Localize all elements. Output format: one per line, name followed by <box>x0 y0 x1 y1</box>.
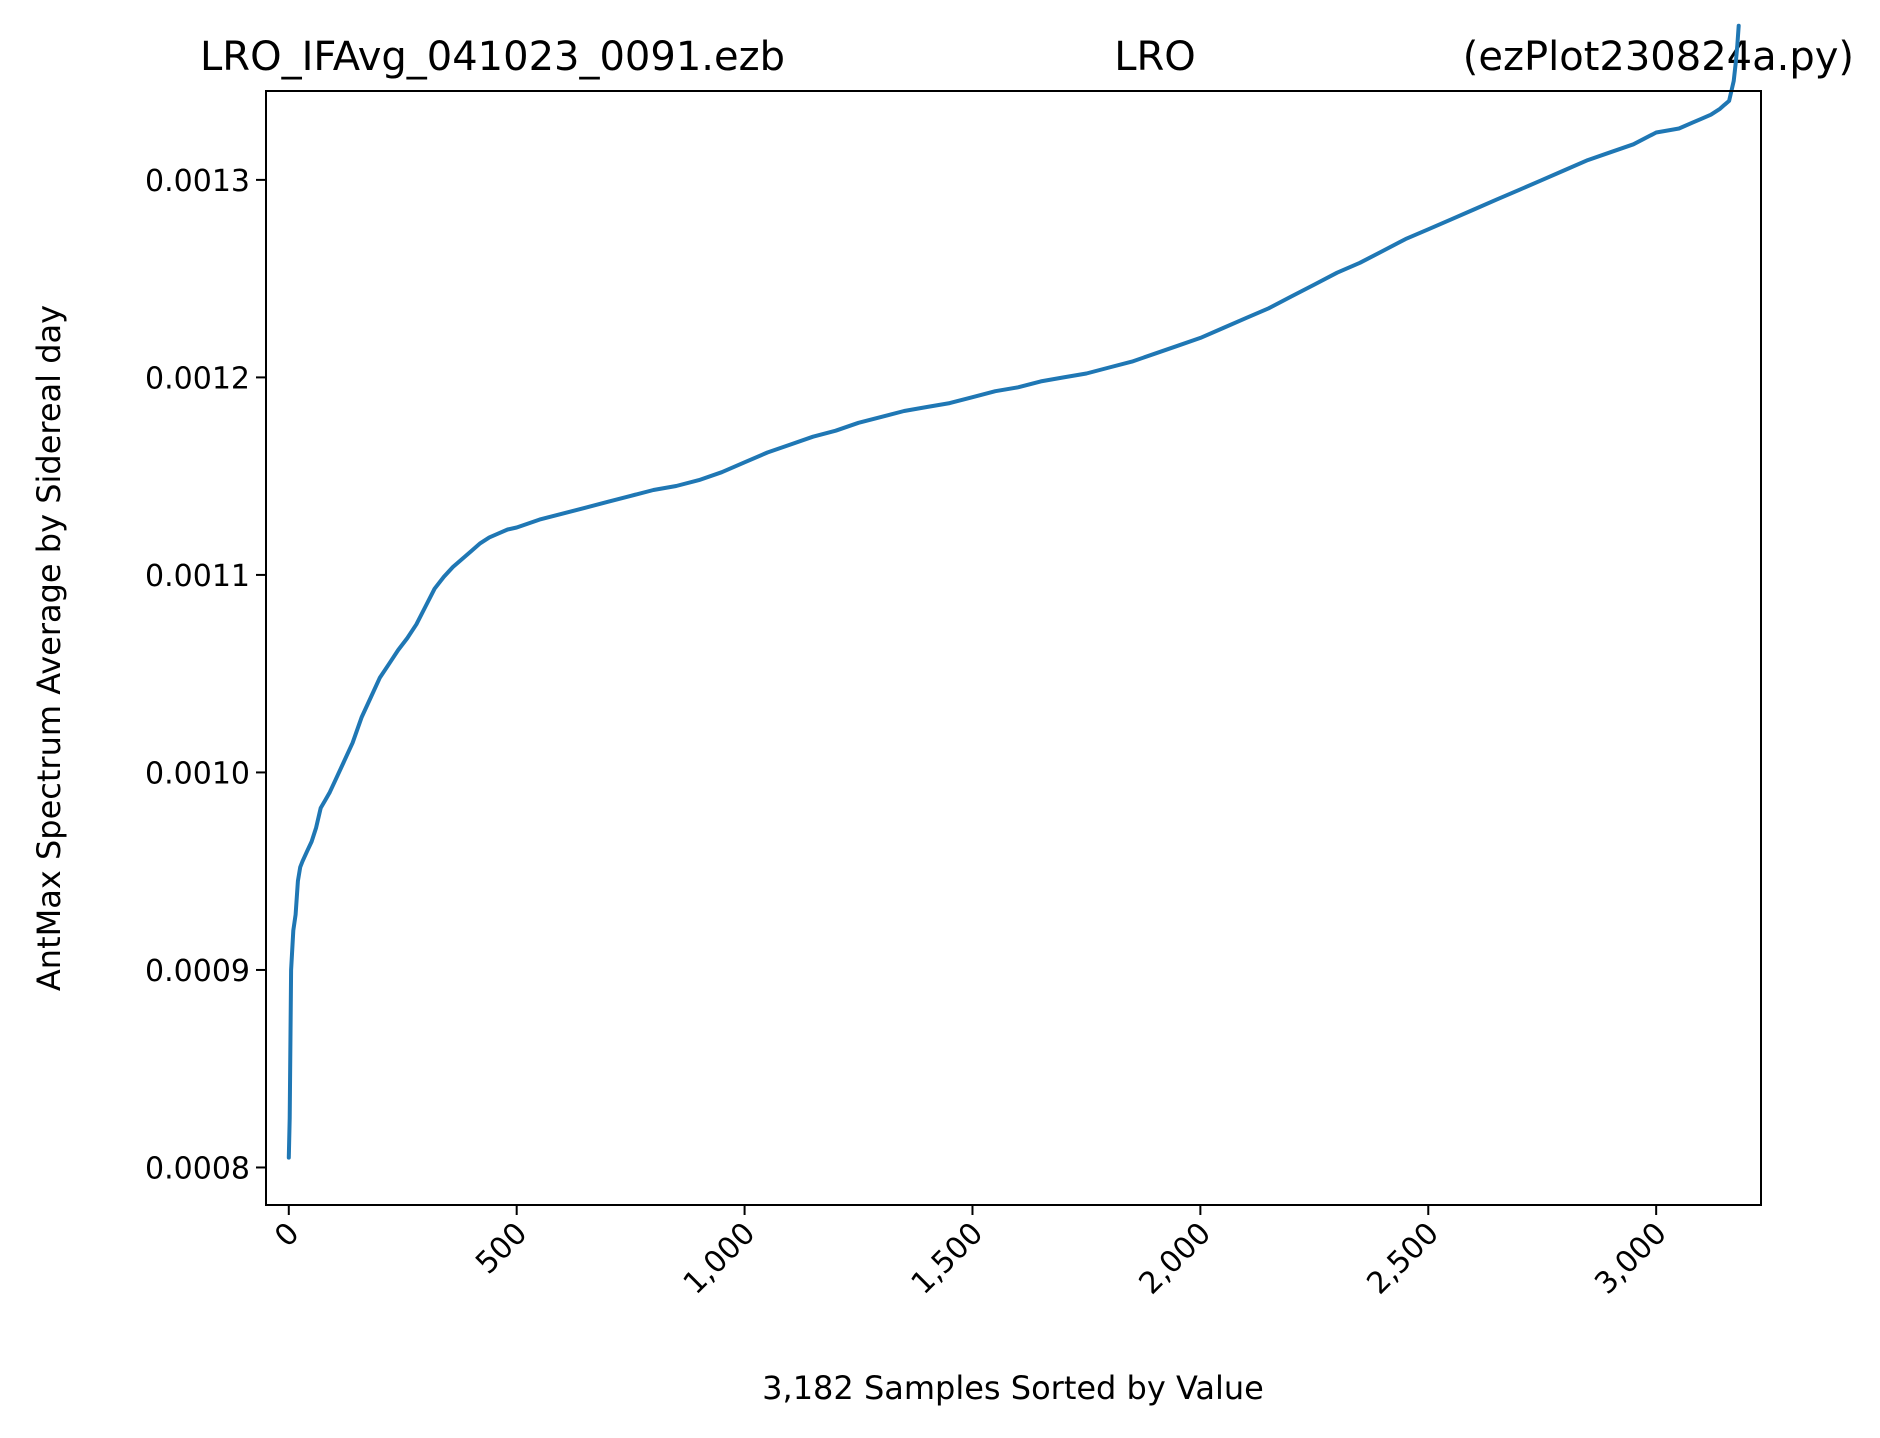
y-tick-label: 0.0012 <box>145 361 250 396</box>
y-tick-label: 0.0011 <box>145 559 250 594</box>
chart-title-left: LRO_IFAvg_041023_0091.ezb <box>200 34 785 80</box>
y-tick-label: 0.0010 <box>145 756 250 791</box>
x-tick-label: 2,000 <box>1133 1216 1218 1301</box>
x-tick-label: 1,000 <box>677 1216 762 1301</box>
y-axis-label: AntMax Spectrum Average by Sidereal day <box>30 305 68 991</box>
x-tick-label: 1,500 <box>905 1216 990 1301</box>
x-axis-ticks: 0 500 1,000 1,500 2,000 2,500 3,000 <box>268 1205 1674 1301</box>
chart-title-center: LRO <box>1114 34 1196 80</box>
y-axis-ticks: 0.0008 0.0009 0.0010 0.0011 0.0012 0.0013 <box>145 164 266 1186</box>
y-tick-label: 0.0013 <box>145 164 250 199</box>
x-tick-label: 500 <box>469 1216 534 1281</box>
chart-title-right: (ezPlot230824a.py) <box>1463 34 1854 80</box>
x-tick-label: 3,000 <box>1588 1216 1673 1301</box>
y-tick-label: 0.0008 <box>145 1151 250 1186</box>
x-tick-label: 0 <box>268 1216 306 1254</box>
series-line <box>286 23 1741 1160</box>
x-axis-label: 3,182 Samples Sorted by Value <box>762 1369 1264 1407</box>
y-tick-label: 0.0009 <box>145 954 250 989</box>
x-tick-label: 2,500 <box>1360 1216 1445 1301</box>
plot-frame <box>265 90 1762 1206</box>
